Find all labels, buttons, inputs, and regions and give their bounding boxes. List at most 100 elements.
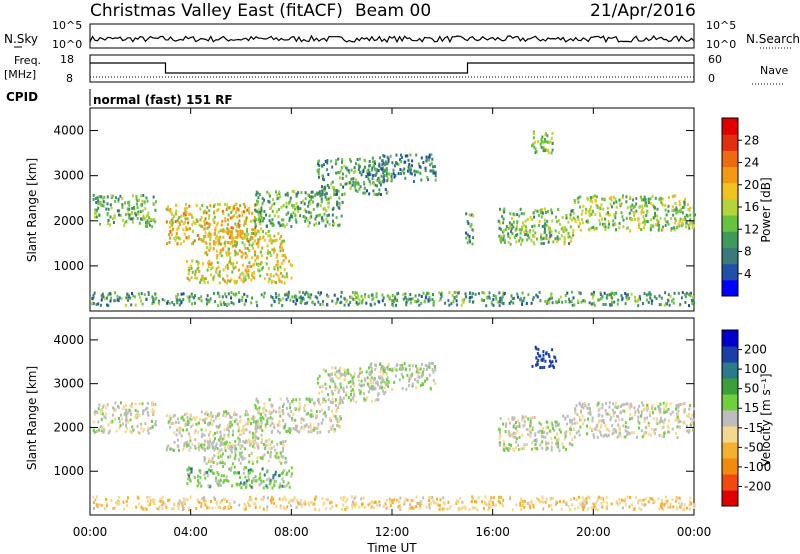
heatmap-cell: [136, 410, 139, 414]
heatmap-cell: [468, 238, 471, 242]
heatmap-cell: [298, 401, 301, 405]
heatmap-cell: [386, 179, 389, 183]
heatmap-cell: [372, 174, 375, 177]
heatmap-cell: [656, 223, 659, 227]
heatmap-cell: [274, 470, 277, 474]
velocity-heatmap: [92, 345, 696, 512]
heatmap-cell: [234, 202, 237, 206]
heatmap-cell: [244, 246, 247, 250]
heatmap-cell: [596, 498, 599, 502]
heatmap-cell: [531, 144, 534, 148]
heatmap-cell: [624, 292, 627, 295]
heatmap-cell: [210, 442, 213, 446]
heatmap-cell: [288, 216, 291, 220]
nsearch-tick-high: 10^5: [706, 19, 736, 32]
heatmap-cell: [546, 134, 549, 138]
heatmap-cell: [269, 412, 272, 416]
heatmap-cell: [304, 219, 307, 223]
heatmap-cell: [210, 459, 212, 463]
heatmap-cell: [519, 231, 522, 235]
heatmap-cell: [605, 507, 608, 511]
heatmap-cell: [659, 196, 662, 200]
heatmap-cell: [568, 297, 570, 301]
heatmap-cell: [186, 259, 188, 263]
heatmap-cell: [200, 275, 203, 279]
heatmap-cell: [118, 420, 121, 424]
heatmap-cell: [499, 443, 501, 447]
heatmap-cell: [307, 398, 310, 402]
heatmap-cell: [273, 300, 276, 304]
heatmap-cell: [657, 221, 660, 224]
heatmap-cell: [608, 429, 611, 433]
heatmap-cell: [244, 485, 247, 489]
heatmap-cell: [665, 302, 668, 306]
heatmap-cell: [453, 296, 456, 300]
heatmap-cell: [629, 205, 632, 209]
heatmap-cell: [527, 234, 529, 238]
heatmap-cell: [345, 369, 348, 373]
heatmap-cell: [307, 425, 310, 429]
heatmap-cell: [549, 234, 552, 238]
heatmap-cell: [323, 212, 326, 216]
heatmap-cell: [593, 505, 596, 509]
heatmap-cell: [394, 297, 397, 300]
heatmap-cell: [271, 218, 274, 222]
heatmap-cell: [289, 196, 292, 200]
heatmap-cell: [353, 390, 356, 394]
heatmap-cell: [318, 221, 321, 225]
heatmap-cell: [109, 420, 112, 424]
heatmap-cell: [554, 420, 557, 424]
heatmap-cell: [486, 296, 489, 300]
heatmap-cell: [101, 203, 104, 207]
heatmap-cell: [186, 477, 189, 481]
heatmap-cell: [541, 211, 544, 215]
heatmap-cell: [213, 242, 216, 246]
heatmap-cell: [193, 431, 196, 435]
heatmap-cell: [280, 262, 283, 265]
heatmap-cell: [448, 291, 451, 294]
colorbar-segment: [722, 166, 738, 184]
heatmap-cell: [263, 453, 266, 457]
heatmap-cell: [690, 502, 693, 506]
heatmap-cell: [519, 207, 522, 211]
heatmap-cell: [465, 236, 468, 240]
heatmap-cell: [261, 437, 263, 441]
heatmap-cell: [203, 236, 205, 240]
heatmap-cell: [657, 228, 660, 232]
heatmap-cell: [196, 484, 199, 488]
heatmap-cell: [279, 242, 282, 246]
heatmap-cell: [501, 215, 504, 219]
heatmap-cell: [382, 296, 385, 300]
heatmap-cell: [173, 303, 176, 307]
heatmap-cell: [565, 216, 568, 220]
heatmap-cell: [529, 417, 532, 421]
heatmap-cell: [105, 296, 108, 300]
colorbar-tick-label: 12: [744, 222, 759, 236]
heatmap-cell: [220, 303, 223, 307]
heatmap-cell: [112, 221, 115, 224]
heatmap-cell: [269, 416, 272, 420]
heatmap-cell: [639, 498, 642, 502]
heatmap-cell: [165, 414, 168, 418]
heatmap-cell: [270, 254, 273, 257]
heatmap-cell: [312, 428, 315, 432]
heatmap-cell: [146, 401, 149, 405]
heatmap-cell: [345, 372, 348, 376]
heatmap-cell: [313, 223, 316, 227]
heatmap-cell: [331, 165, 334, 169]
heatmap-cell: [290, 225, 293, 228]
heatmap-cell: [595, 199, 598, 203]
heatmap-cell: [400, 372, 403, 376]
heatmap-cell: [257, 217, 260, 221]
heatmap-cell: [224, 449, 227, 453]
heatmap-cell: [327, 295, 330, 298]
heatmap-cell: [254, 203, 257, 207]
heatmap-cell: [217, 425, 220, 429]
heatmap-cell: [288, 414, 291, 418]
heatmap-cell: [252, 416, 255, 420]
heatmap-cell: [532, 142, 535, 146]
heatmap-cell: [173, 214, 176, 218]
heatmap-cell: [244, 441, 246, 444]
heatmap-cell: [663, 410, 666, 414]
heatmap-cell: [625, 226, 628, 230]
